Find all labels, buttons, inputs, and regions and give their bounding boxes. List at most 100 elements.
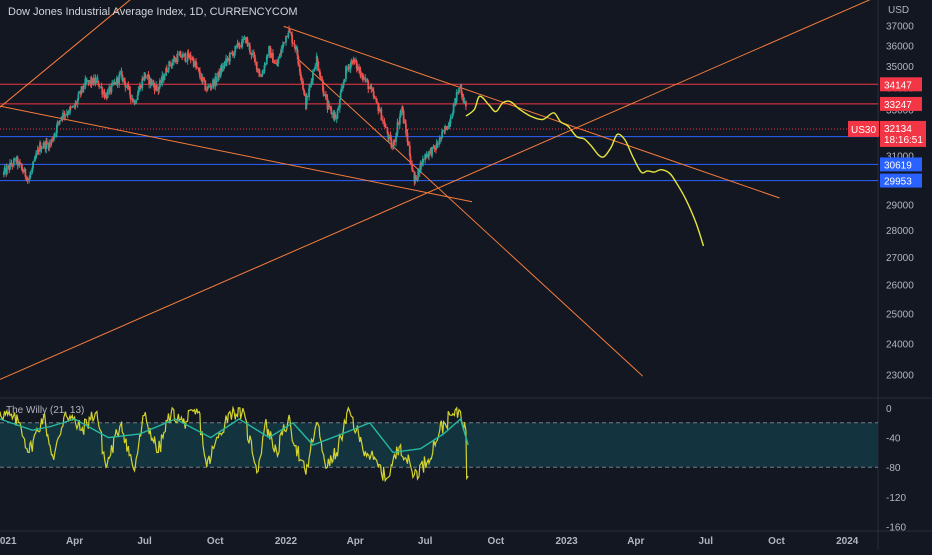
- candle-body: [349, 63, 352, 70]
- candle-body: [326, 98, 329, 110]
- candle-body: [438, 137, 441, 144]
- level-label-bg: [880, 173, 922, 188]
- candle-body: [167, 70, 170, 72]
- candle-body: [408, 145, 411, 156]
- candle-body: [152, 82, 155, 86]
- candle-body: [202, 76, 204, 81]
- candle-body: [343, 79, 346, 82]
- time-axis-tick: Apr: [66, 536, 83, 547]
- candle-body: [136, 95, 139, 101]
- candle-body: [449, 118, 452, 124]
- candle-body: [187, 52, 190, 59]
- candle-body: [147, 74, 150, 76]
- candle-body: [236, 43, 239, 46]
- candle-body: [2, 171, 5, 175]
- candle-body: [316, 57, 319, 62]
- candle-body: [435, 148, 437, 151]
- candle-body: [106, 90, 109, 98]
- candle-body: [132, 98, 134, 103]
- candle-body: [431, 147, 433, 156]
- time-axis-tick: 2024: [836, 536, 859, 547]
- candle-body: [345, 68, 348, 71]
- candle-body: [308, 88, 310, 97]
- candle-body: [238, 43, 241, 48]
- candle-body: [185, 60, 187, 62]
- price-axis-tick: 37000: [886, 21, 914, 32]
- candle-body: [317, 61, 320, 71]
- candle-body: [303, 90, 306, 96]
- candle-body: [345, 66, 347, 80]
- candle-body: [24, 169, 27, 177]
- candle-body: [228, 52, 231, 62]
- candle-body: [189, 55, 192, 60]
- candle-body: [45, 141, 48, 150]
- price-tag-bg: [880, 120, 926, 147]
- candle-body: [159, 80, 161, 88]
- candle-body: [378, 109, 381, 112]
- candle-body: [223, 62, 226, 68]
- candle-body: [11, 165, 14, 166]
- candle-body: [268, 46, 270, 56]
- candle-body: [448, 122, 450, 130]
- candle-body: [232, 52, 234, 56]
- candle-body: [297, 56, 300, 65]
- candle-body: [42, 146, 44, 148]
- candle-body: [311, 80, 314, 82]
- candle-body: [13, 158, 16, 160]
- candle-body: [306, 96, 309, 98]
- candle-body: [50, 139, 53, 144]
- candle-body: [184, 53, 187, 61]
- candle-body: [179, 52, 182, 58]
- candle-body: [182, 53, 184, 58]
- candle-body: [246, 39, 249, 46]
- candle-body: [460, 85, 463, 93]
- candle-body: [35, 153, 38, 158]
- candle-body: [321, 78, 324, 81]
- candles: [2, 25, 467, 186]
- candle-body: [98, 85, 101, 88]
- candle-body: [256, 68, 259, 71]
- candle-body: [118, 74, 121, 84]
- candle-body: [433, 145, 436, 149]
- oscillator-axis-tick: -120: [886, 493, 906, 504]
- candle-body: [368, 87, 371, 90]
- candle-body: [234, 45, 237, 53]
- price-axis-tick: 25000: [886, 309, 914, 320]
- candle-body: [358, 66, 360, 71]
- candle-body: [101, 87, 104, 95]
- candle-body: [404, 123, 407, 124]
- candle-body: [330, 108, 333, 115]
- time-axis-tick: Apr: [347, 536, 364, 547]
- candle-body: [405, 123, 407, 133]
- candle-body: [262, 71, 264, 74]
- candle-body: [63, 112, 66, 117]
- candle-body: [171, 62, 174, 66]
- candle-body: [359, 70, 362, 77]
- candle-body: [282, 42, 285, 45]
- candle-body: [308, 84, 311, 89]
- trendline-4: [283, 25, 780, 199]
- candle-body: [191, 59, 194, 61]
- level-label-bg: [880, 157, 922, 172]
- candle-body: [55, 133, 58, 134]
- candle-body: [148, 75, 151, 85]
- candle-body: [181, 57, 184, 58]
- candle-body: [428, 151, 430, 157]
- candle-body: [319, 75, 322, 79]
- candle-body: [218, 71, 221, 77]
- candle-body: [305, 96, 308, 105]
- candle-body: [233, 52, 236, 56]
- candle-body: [219, 68, 222, 77]
- candle-body: [375, 97, 377, 100]
- candle-body: [280, 48, 283, 54]
- candle-body: [348, 67, 350, 70]
- candle-body: [88, 80, 91, 83]
- trendline-5: [296, 57, 644, 377]
- level-label-29953: 29953: [884, 177, 912, 188]
- candle-body: [69, 107, 72, 109]
- candle-body: [367, 81, 370, 90]
- candle-body: [169, 61, 171, 66]
- candle-body: [206, 86, 209, 90]
